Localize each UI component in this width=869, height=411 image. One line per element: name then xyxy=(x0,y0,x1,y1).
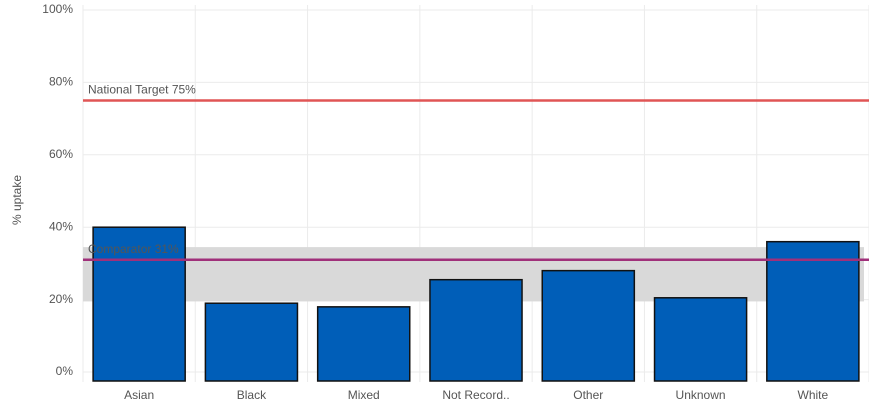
y-tick-label: 0% xyxy=(56,364,74,378)
bar xyxy=(92,226,186,382)
x-tick-label: Asian xyxy=(124,388,154,402)
x-tick-label: White xyxy=(798,388,829,402)
y-tick-label: 80% xyxy=(49,75,73,89)
reference-label: Comparator 31% xyxy=(88,242,179,256)
x-tick-label: Unknown xyxy=(676,388,726,402)
x-tick-label: Black xyxy=(237,388,267,402)
bar xyxy=(653,297,748,382)
bar xyxy=(766,240,860,382)
y-tick-label: 100% xyxy=(42,2,73,16)
y-tick-label: 60% xyxy=(49,147,73,161)
y-axis-label: % uptake xyxy=(10,175,24,225)
reference-label: National Target 75% xyxy=(88,83,196,97)
x-tick-label: Not Record.. xyxy=(442,388,509,402)
bar xyxy=(204,302,299,382)
bar xyxy=(316,306,411,382)
y-tick-label: 40% xyxy=(49,219,73,233)
y-tick-label: 20% xyxy=(49,292,73,306)
x-tick-label: Other xyxy=(573,388,603,402)
bar xyxy=(429,278,523,382)
x-tick-label: Mixed xyxy=(348,388,380,402)
bar xyxy=(541,269,636,382)
